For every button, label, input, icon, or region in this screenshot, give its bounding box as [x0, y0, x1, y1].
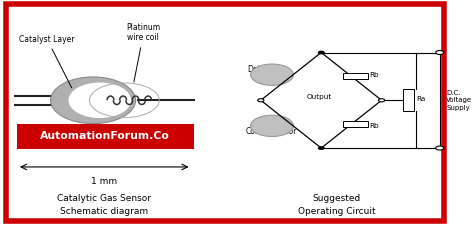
Text: Ra: Ra — [417, 96, 426, 102]
Circle shape — [318, 146, 324, 150]
Text: D.C.
Voltage
Supply: D.C. Voltage Supply — [446, 90, 472, 111]
Text: Suggested: Suggested — [313, 194, 361, 202]
Circle shape — [318, 51, 324, 54]
Circle shape — [436, 50, 444, 54]
Text: Compensator: Compensator — [245, 127, 297, 136]
Text: Rb: Rb — [369, 123, 379, 129]
Text: Catalytic Gas Sensor: Catalytic Gas Sensor — [57, 194, 151, 202]
Text: Output: Output — [306, 94, 332, 100]
Bar — [402, 89, 414, 111]
Bar — [343, 74, 368, 79]
Text: Platinum
wire coil: Platinum wire coil — [127, 23, 161, 82]
Text: Schematic diagram: Schematic diagram — [60, 207, 148, 216]
Bar — [17, 124, 194, 149]
Text: Rb: Rb — [369, 72, 379, 78]
Text: Detector: Detector — [247, 65, 281, 74]
Text: 1 mm: 1 mm — [91, 177, 118, 186]
Circle shape — [251, 115, 293, 137]
Text: Catalyst Layer: Catalyst Layer — [19, 35, 75, 88]
Ellipse shape — [68, 83, 131, 118]
Circle shape — [251, 64, 293, 86]
Ellipse shape — [51, 77, 136, 124]
Text: Operating Circuit: Operating Circuit — [298, 207, 376, 216]
Bar — [343, 121, 368, 127]
Circle shape — [378, 99, 385, 102]
Text: AutomationForum.Co: AutomationForum.Co — [40, 131, 170, 141]
Circle shape — [436, 146, 444, 150]
Circle shape — [258, 99, 264, 102]
